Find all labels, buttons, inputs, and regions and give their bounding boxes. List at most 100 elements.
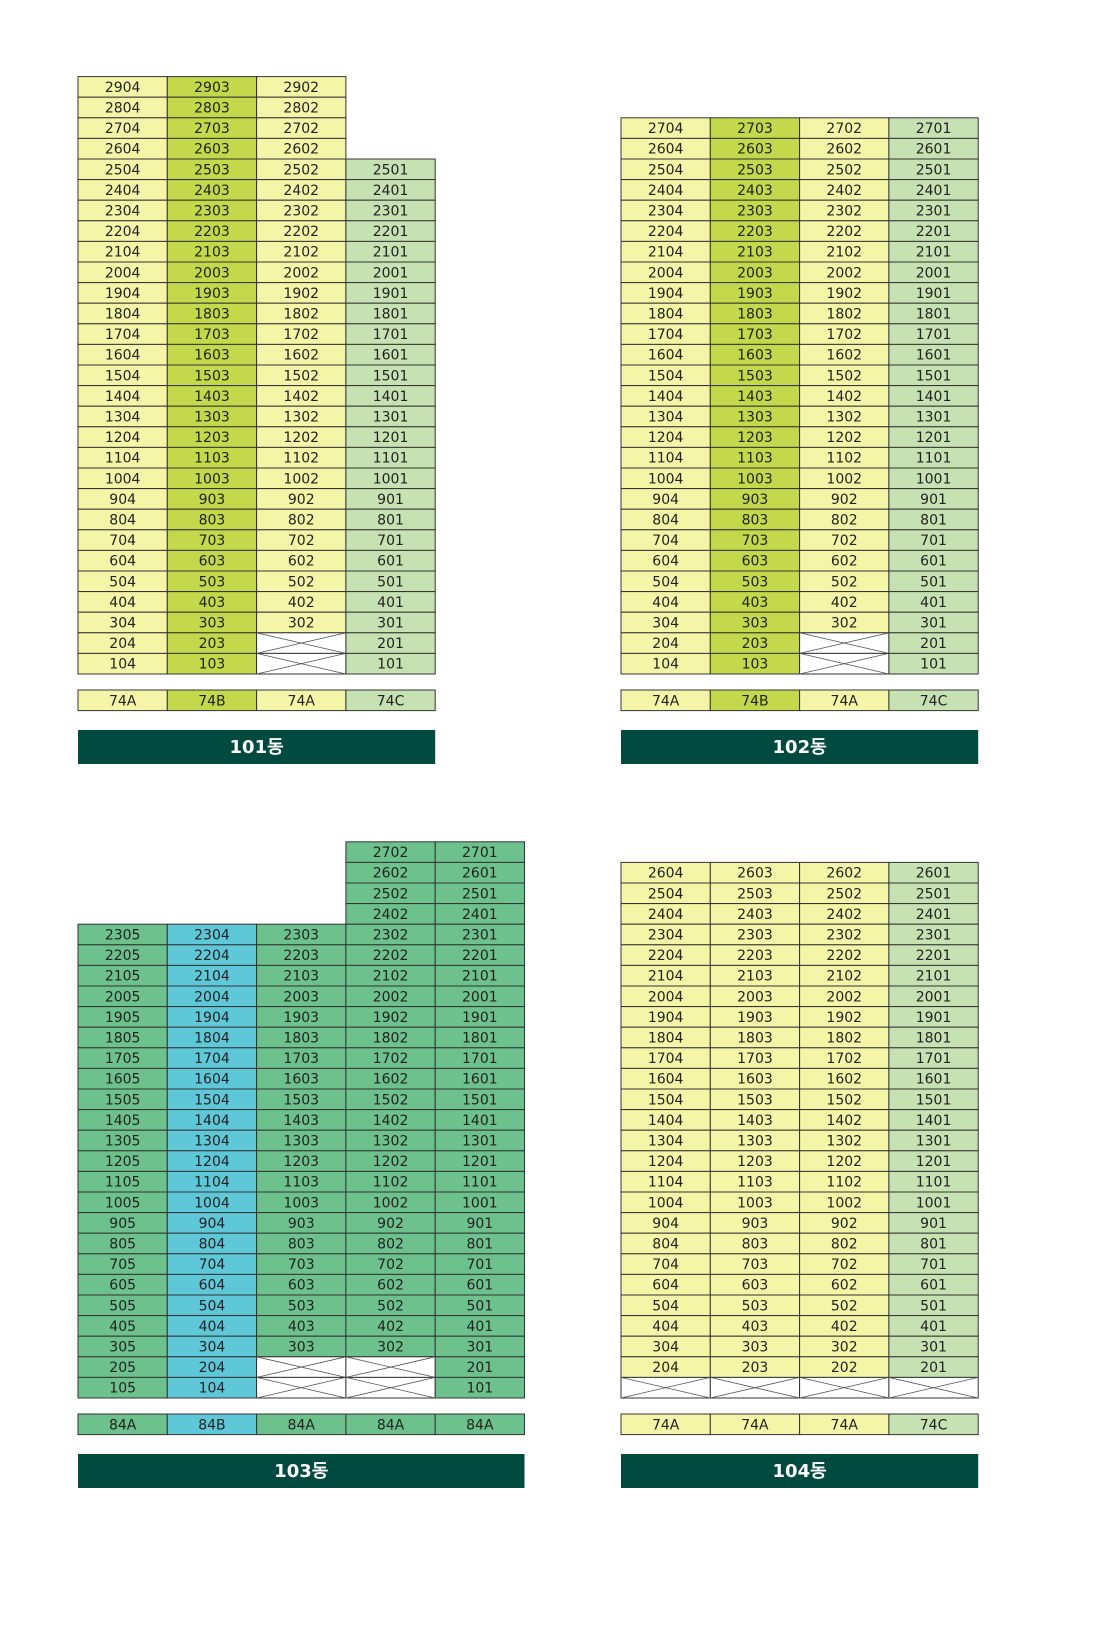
unit-number: 1205 [105, 1154, 141, 1170]
unit-number: 302 [831, 616, 858, 632]
unit-number: 1305 [105, 1134, 141, 1150]
unit-number: 404 [199, 1319, 226, 1335]
unit-number: 1201 [373, 430, 409, 446]
unit-number: 1302 [283, 410, 319, 426]
unit-number: 702 [831, 533, 858, 549]
unit-number: 2404 [648, 907, 684, 923]
unit-number: 904 [199, 1216, 226, 1232]
unit-number: 2304 [105, 204, 141, 220]
unit-number: 1703 [737, 327, 773, 343]
unit-number: 2602 [283, 142, 319, 158]
unit-number: 1005 [105, 1195, 141, 1211]
unit-number: 604 [652, 1278, 679, 1294]
unit-number: 1904 [648, 286, 684, 302]
unit-number: 2502 [283, 162, 319, 178]
unit-number: 903 [199, 492, 226, 508]
unit-number: 1001 [916, 471, 952, 487]
unit-number: 1604 [105, 348, 141, 364]
unit-number: 2204 [105, 224, 141, 240]
unit-number: 2004 [194, 989, 230, 1005]
unit-number: 1004 [194, 1195, 230, 1211]
unit-number: 2704 [105, 121, 141, 137]
unit-number: 504 [109, 574, 136, 590]
unit-number: 2202 [826, 948, 862, 964]
unit-type: 84B [198, 1417, 225, 1433]
unit-number: 1701 [462, 1051, 498, 1067]
unit-number: 105 [109, 1381, 136, 1397]
unit-number: 801 [920, 513, 947, 529]
cross-line [799, 653, 889, 675]
unit-number: 1102 [826, 451, 862, 467]
unit-number: 304 [652, 1340, 679, 1356]
unit-number: 703 [288, 1257, 315, 1273]
unit-number: 402 [288, 595, 315, 611]
unit-number: 1603 [194, 348, 230, 364]
cross-line [256, 632, 346, 654]
unit-number: 2701 [916, 121, 952, 137]
building-bar [621, 730, 979, 764]
unit-number: 802 [377, 1237, 404, 1253]
unit-number: 2002 [373, 989, 409, 1005]
unit-number: 1303 [737, 1134, 773, 1150]
unit-number: 403 [742, 595, 769, 611]
unit-number: 2002 [283, 265, 319, 281]
unit-number: 305 [109, 1340, 136, 1356]
unit-number: 2004 [105, 265, 141, 281]
unit-number: 2303 [737, 928, 773, 944]
unit-number: 1203 [283, 1154, 319, 1170]
unit-number: 1302 [826, 410, 862, 426]
unit-number: 304 [199, 1340, 226, 1356]
cross-line [345, 1356, 436, 1378]
unit-number: 802 [831, 513, 858, 529]
unit-number: 2401 [462, 907, 498, 923]
unit-number: 901 [466, 1216, 493, 1232]
unit-number: 2104 [648, 969, 684, 985]
unit-number: 504 [652, 574, 679, 590]
unit-number: 703 [199, 533, 226, 549]
unit-number: 502 [377, 1298, 404, 1314]
unit-number: 404 [109, 595, 136, 611]
unit-number: 904 [652, 492, 679, 508]
unit-number: 203 [199, 636, 226, 652]
building-name: 104동 [773, 1461, 827, 1482]
unit-number: 2101 [916, 245, 952, 261]
unit-number: 1702 [826, 327, 862, 343]
unit-number: 2402 [826, 183, 862, 199]
unit-number: 501 [920, 1298, 947, 1314]
unit-number: 2201 [916, 948, 952, 964]
unit-number: 201 [466, 1360, 493, 1376]
unit-number: 1202 [826, 1154, 862, 1170]
unit-number: 1202 [826, 430, 862, 446]
unit-number: 1802 [826, 1031, 862, 1047]
unit-number: 1202 [373, 1154, 409, 1170]
unit-number: 2402 [826, 907, 862, 923]
unit-number: 1502 [283, 368, 319, 384]
unit-number: 704 [652, 1257, 679, 1273]
unit-number: 1604 [648, 1072, 684, 1088]
unit-number: 604 [199, 1278, 226, 1294]
unit-number: 1004 [105, 471, 141, 487]
unit-number: 1101 [916, 451, 952, 467]
unit-number: 2504 [648, 886, 684, 902]
unit-number: 1104 [648, 451, 684, 467]
unit-number: 2001 [373, 265, 409, 281]
unit-number: 403 [742, 1319, 769, 1335]
unit-number: 2603 [737, 142, 773, 158]
unit-number: 2204 [648, 224, 684, 240]
unit-number: 2602 [373, 866, 409, 882]
unit-number: 1903 [194, 286, 230, 302]
unit-number: 801 [466, 1237, 493, 1253]
unit-number: 203 [742, 636, 769, 652]
unit-number: 702 [377, 1257, 404, 1273]
unit-number: 1803 [194, 307, 230, 323]
unit-number: 503 [742, 1298, 769, 1314]
unit-number: 1803 [737, 307, 773, 323]
unit-type: 84A [377, 1417, 405, 1433]
unit-number: 1704 [648, 327, 684, 343]
unit-number: 701 [920, 533, 947, 549]
unit-number: 2005 [105, 989, 141, 1005]
unit-number: 301 [466, 1340, 493, 1356]
type-cell [345, 689, 436, 712]
unit-number: 2603 [737, 866, 773, 882]
